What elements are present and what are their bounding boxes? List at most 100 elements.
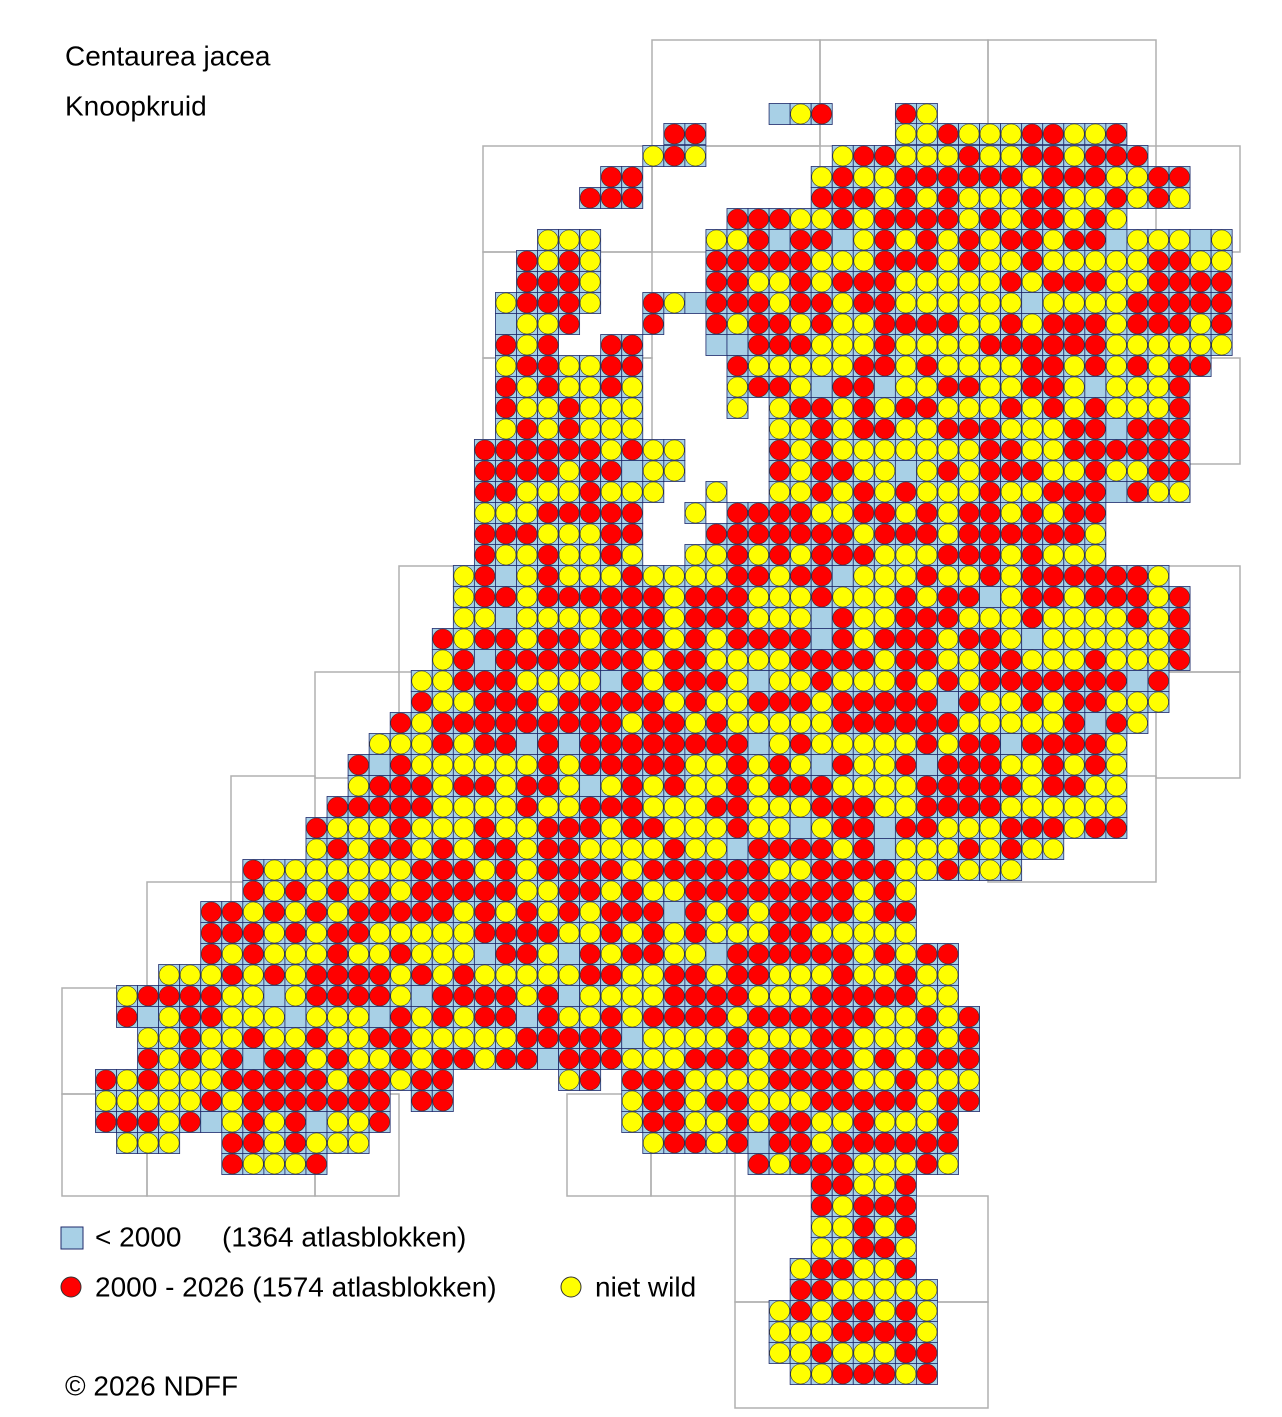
record-dot <box>895 607 917 629</box>
atlas-block <box>747 1132 770 1154</box>
record-dot <box>832 1195 854 1217</box>
record-dot <box>748 796 769 818</box>
record-dot <box>1042 439 1064 461</box>
record-dot <box>832 208 854 230</box>
record-dot <box>853 334 875 356</box>
record-dot <box>432 901 454 923</box>
record-dot <box>1000 145 1022 167</box>
record-dot <box>685 586 706 608</box>
record-dot <box>727 292 748 314</box>
record-dot <box>1064 313 1085 335</box>
record-dot <box>1021 523 1043 545</box>
record-dot <box>621 481 643 503</box>
record-dot <box>390 712 412 734</box>
atlas-block <box>558 943 581 965</box>
record-dot <box>748 838 769 860</box>
record-dot <box>748 502 769 524</box>
record-dot <box>916 145 938 167</box>
record-dot <box>790 712 811 734</box>
record-dot <box>958 397 980 419</box>
record-dot <box>769 880 790 902</box>
atlas-block <box>1021 628 1044 650</box>
record-dot <box>369 901 390 923</box>
record-dot <box>453 586 475 608</box>
record-dot <box>537 250 559 272</box>
record-dot <box>264 1111 285 1133</box>
record-dot <box>664 943 685 965</box>
record-dot <box>558 712 580 734</box>
atlas-cells <box>95 103 1233 1385</box>
record-dot <box>811 838 833 860</box>
record-dot <box>200 1006 222 1028</box>
record-dot <box>642 1111 664 1133</box>
record-dot <box>853 1279 875 1301</box>
record-dot <box>579 733 601 755</box>
record-dot <box>537 1006 559 1028</box>
record-dot <box>664 817 685 839</box>
record-dot <box>179 1027 201 1049</box>
record-dot <box>1064 123 1085 145</box>
record-dot <box>243 859 264 881</box>
record-dot <box>685 775 706 797</box>
record-dot <box>600 166 622 188</box>
record-dot <box>1127 250 1148 272</box>
record-dot <box>537 397 559 419</box>
record-dot <box>937 145 959 167</box>
legend-swatch <box>60 1276 82 1298</box>
record-dot <box>727 250 748 272</box>
record-dot <box>1085 439 1106 461</box>
record-dot <box>811 1048 833 1070</box>
record-dot <box>369 817 390 839</box>
record-dot <box>790 250 811 272</box>
record-dot <box>621 1069 643 1091</box>
record-dot <box>600 712 622 734</box>
record-dot <box>853 691 875 713</box>
record-dot <box>558 544 580 566</box>
record-dot <box>137 1132 159 1154</box>
record-dot <box>853 1069 875 1091</box>
record-dot <box>1085 208 1106 230</box>
record-dot <box>832 922 854 944</box>
record-dot <box>516 628 538 650</box>
record-dot <box>853 649 875 671</box>
record-dot <box>853 460 875 482</box>
record-dot <box>979 166 1001 188</box>
record-dot <box>411 859 433 881</box>
record-dot <box>685 712 706 734</box>
record-dot <box>937 271 959 293</box>
record-dot <box>516 691 538 713</box>
record-dot <box>853 1132 875 1154</box>
record-dot <box>200 985 222 1007</box>
record-dot <box>895 1279 917 1301</box>
record-dot <box>958 1048 980 1070</box>
record-dot <box>895 817 917 839</box>
record-dot <box>853 1216 875 1238</box>
record-dot <box>895 586 917 608</box>
record-dot <box>432 1090 454 1112</box>
record-dot <box>769 1090 790 1112</box>
record-dot <box>264 901 285 923</box>
record-dot <box>1127 439 1148 461</box>
record-dot <box>811 1342 833 1364</box>
record-dot <box>832 1111 854 1133</box>
record-dot <box>916 1342 938 1364</box>
record-dot <box>874 313 896 335</box>
atlas-block <box>558 985 581 1007</box>
record-dot <box>1106 208 1127 230</box>
record-dot <box>958 502 980 524</box>
record-dot <box>811 187 833 209</box>
record-dot <box>790 586 811 608</box>
record-dot <box>285 1048 306 1070</box>
record-dot <box>474 565 496 587</box>
record-dot <box>1000 775 1022 797</box>
record-dot <box>811 313 833 335</box>
record-dot <box>222 1132 243 1154</box>
record-dot <box>811 964 833 986</box>
record-dot <box>769 901 790 923</box>
record-dot <box>453 985 475 1007</box>
record-dot <box>853 796 875 818</box>
record-dot <box>895 691 917 713</box>
record-dot <box>832 544 854 566</box>
record-dot <box>958 481 980 503</box>
record-dot <box>621 166 643 188</box>
